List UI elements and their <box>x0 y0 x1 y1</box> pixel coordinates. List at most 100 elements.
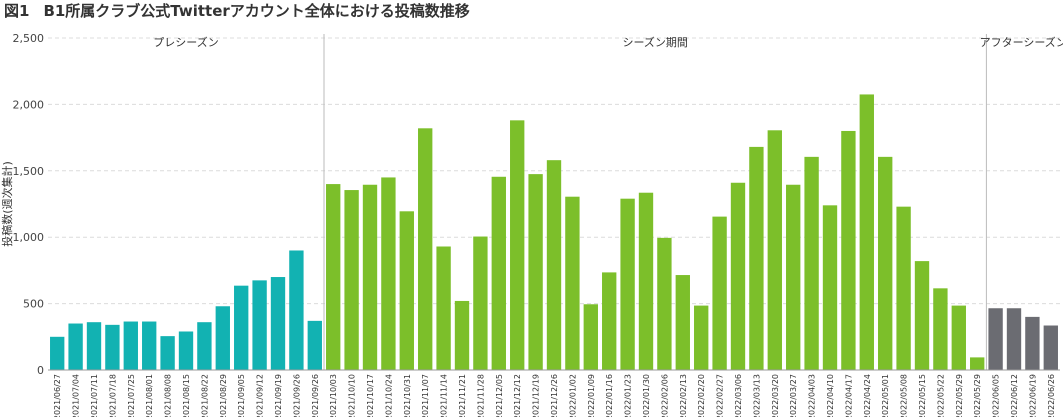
y-tick-label: 500 <box>23 298 44 311</box>
bar <box>362 184 378 370</box>
bar <box>804 156 819 370</box>
bar <box>951 305 966 370</box>
bar <box>68 323 83 370</box>
bar <box>712 216 727 370</box>
bar <box>970 357 985 370</box>
x-tick-label: 2021/11/14 <box>440 374 449 417</box>
bar <box>546 160 562 370</box>
bar <box>307 320 322 370</box>
bar <box>675 275 690 370</box>
x-tick-label: 2021/10/24 <box>384 374 393 417</box>
y-axis-label: 投稿数(週次集計) <box>0 161 14 247</box>
x-tick-label: 2022/04/24 <box>863 374 872 417</box>
bar <box>418 128 433 370</box>
x-tick-label: 2021/08/08 <box>164 374 173 417</box>
x-tick-label: 2021/10/31 <box>403 374 412 417</box>
bar <box>270 277 286 370</box>
bar <box>786 184 801 370</box>
bar <box>933 288 948 370</box>
x-tick-label: 2021/09/26 <box>292 374 301 417</box>
x-tick-label: 2022/03/06 <box>734 374 743 417</box>
bar <box>749 146 764 370</box>
bar <box>491 176 506 370</box>
x-tick-label: 2021/10/17 <box>366 374 375 417</box>
bar <box>473 236 488 370</box>
phase-label: シーズン期間 <box>622 35 687 49</box>
x-tick-label: 2022/05/22 <box>936 374 945 417</box>
bar <box>528 174 543 370</box>
y-tick-label: 0 <box>37 364 44 377</box>
x-tick-label: 2022/05/08 <box>900 374 909 417</box>
x-tick-label: 2022/01/16 <box>605 374 614 417</box>
x-tick-label: 2021/09/26 <box>311 374 320 417</box>
bar <box>767 130 782 370</box>
x-tick-label: 2021/12/26 <box>550 374 559 417</box>
x-tick-label: 2022/03/13 <box>752 374 761 417</box>
bar <box>454 300 470 370</box>
x-tick-label: 2021/11/28 <box>476 374 485 417</box>
bar <box>822 205 838 370</box>
bar <box>344 190 359 370</box>
x-tick-label: 2022/03/20 <box>771 374 780 417</box>
bar <box>381 177 396 370</box>
bar <box>988 308 1003 370</box>
x-tick-label: 2021/08/01 <box>145 374 154 417</box>
bar <box>234 285 249 370</box>
x-tick-label: 2021/12/12 <box>513 374 522 417</box>
x-tick-label: 2022/02/20 <box>697 374 706 417</box>
bar <box>841 130 856 370</box>
x-tick-label: 2021/07/25 <box>127 374 136 417</box>
bar <box>657 237 672 370</box>
figure-title: B1所属クラブ公式Twitterアカウント全体における投稿数推移 <box>43 2 470 20</box>
bar <box>436 246 451 370</box>
bar <box>399 211 414 370</box>
bar <box>694 305 709 370</box>
x-tick-label: 2021/11/07 <box>421 374 430 417</box>
figure-number: 図1 <box>4 2 30 20</box>
x-tick-label: 2022/01/30 <box>642 374 651 417</box>
x-tick-label: 2021/06/27 <box>53 374 62 417</box>
x-tick-label: 2022/05/01 <box>881 374 890 417</box>
y-tick-label: 2,000 <box>13 98 45 111</box>
bar <box>86 322 102 370</box>
x-tick-label: 2021/10/03 <box>329 374 338 417</box>
bar <box>730 182 746 370</box>
x-tick-label: 2022/04/17 <box>844 374 853 417</box>
x-tick-label: 2021/09/19 <box>274 374 283 417</box>
x-tick-label: 2021/09/05 <box>237 374 246 417</box>
x-tick-label: 2022/04/03 <box>808 374 817 417</box>
bar <box>878 156 893 370</box>
bar <box>1006 308 1022 370</box>
x-tick-label: 2021/12/05 <box>495 374 504 417</box>
bar <box>583 304 598 370</box>
phase-label: プレシーズン <box>153 35 218 49</box>
x-tick-label: 2022/06/12 <box>1010 374 1019 417</box>
x-tick-label: 2021/07/04 <box>72 374 81 417</box>
bar <box>178 331 194 370</box>
x-tick-label: 2022/05/15 <box>918 374 927 417</box>
x-tick-label: 2021/08/22 <box>200 374 209 417</box>
bar <box>123 321 138 370</box>
x-tick-label: 2022/01/23 <box>624 374 633 417</box>
bar <box>197 322 212 370</box>
x-tick-label: 2022/06/05 <box>992 374 1001 417</box>
x-tick-label: 2021/09/12 <box>256 374 265 417</box>
x-tick-label: 2021/12/19 <box>532 374 541 417</box>
x-tick-label: 2021/08/15 <box>182 374 191 417</box>
x-tick-label: 2021/08/29 <box>219 374 228 417</box>
bar <box>142 321 157 370</box>
x-tick-label: 2022/06/26 <box>1047 374 1056 417</box>
x-tick-label: 2022/02/13 <box>679 374 688 417</box>
bar <box>50 336 65 370</box>
bar <box>620 198 635 370</box>
y-tick-label: 1,000 <box>13 231 45 244</box>
bar <box>252 280 267 370</box>
x-tick-label: 2022/04/10 <box>826 374 835 417</box>
x-tick-label: 2021/11/21 <box>458 374 467 417</box>
bar <box>1025 316 1040 370</box>
bar <box>565 196 580 370</box>
bar <box>215 306 230 370</box>
y-tick-label: 2,500 <box>13 32 45 45</box>
x-tick-label: 2022/01/09 <box>587 374 596 417</box>
